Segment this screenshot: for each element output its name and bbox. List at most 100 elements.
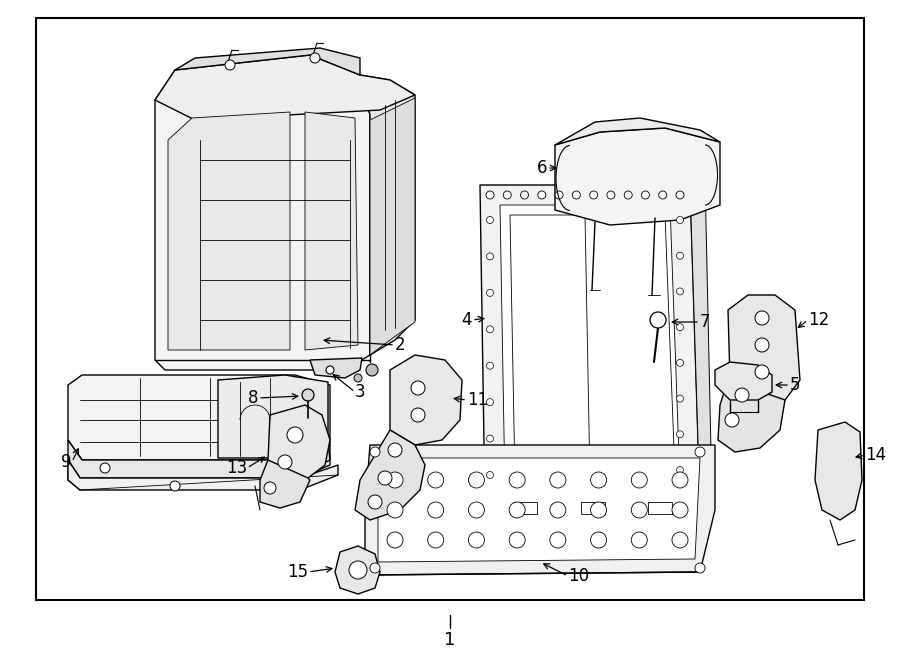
- Polygon shape: [365, 445, 715, 575]
- Circle shape: [590, 472, 607, 488]
- Polygon shape: [335, 546, 380, 594]
- Circle shape: [695, 563, 705, 573]
- Circle shape: [370, 563, 380, 573]
- Circle shape: [487, 435, 493, 442]
- Circle shape: [388, 443, 402, 457]
- Circle shape: [590, 191, 598, 199]
- Circle shape: [520, 191, 528, 199]
- Polygon shape: [310, 358, 362, 378]
- Polygon shape: [555, 128, 720, 225]
- Polygon shape: [68, 375, 330, 460]
- Polygon shape: [718, 380, 785, 452]
- Text: 12: 12: [808, 311, 829, 329]
- Polygon shape: [690, 177, 712, 505]
- Circle shape: [387, 532, 403, 548]
- Circle shape: [555, 191, 563, 199]
- Circle shape: [486, 191, 494, 199]
- Polygon shape: [68, 440, 330, 478]
- Text: 11: 11: [467, 391, 488, 409]
- Circle shape: [631, 532, 647, 548]
- Circle shape: [503, 191, 511, 199]
- Text: 10: 10: [568, 567, 590, 585]
- Circle shape: [468, 502, 484, 518]
- Circle shape: [538, 191, 545, 199]
- Circle shape: [509, 472, 525, 488]
- Circle shape: [672, 532, 688, 548]
- Bar: [580, 502, 605, 514]
- Polygon shape: [715, 362, 772, 400]
- Circle shape: [607, 191, 615, 199]
- Polygon shape: [360, 75, 415, 355]
- Circle shape: [428, 532, 444, 548]
- Circle shape: [487, 471, 493, 479]
- Polygon shape: [378, 458, 700, 562]
- Circle shape: [378, 471, 392, 485]
- Circle shape: [590, 502, 607, 518]
- Text: 9: 9: [61, 453, 72, 471]
- Circle shape: [370, 447, 380, 457]
- Circle shape: [631, 502, 647, 518]
- Circle shape: [677, 395, 683, 402]
- Circle shape: [590, 532, 607, 548]
- Circle shape: [428, 472, 444, 488]
- Circle shape: [487, 217, 493, 223]
- Circle shape: [366, 364, 378, 376]
- Text: 5: 5: [790, 376, 800, 394]
- Text: 6: 6: [536, 159, 547, 177]
- Circle shape: [387, 502, 403, 518]
- Circle shape: [572, 191, 580, 199]
- Circle shape: [354, 374, 362, 382]
- Circle shape: [755, 365, 769, 379]
- Polygon shape: [290, 442, 330, 477]
- Circle shape: [650, 312, 666, 328]
- Polygon shape: [355, 430, 425, 520]
- Circle shape: [487, 326, 493, 332]
- Polygon shape: [305, 112, 358, 350]
- Circle shape: [411, 408, 425, 422]
- Text: 13: 13: [226, 459, 247, 477]
- Circle shape: [676, 191, 684, 199]
- Circle shape: [695, 447, 705, 457]
- Polygon shape: [168, 112, 290, 350]
- Text: 8: 8: [248, 389, 258, 407]
- Circle shape: [225, 60, 235, 70]
- Circle shape: [677, 431, 683, 438]
- Polygon shape: [370, 98, 415, 355]
- Circle shape: [487, 290, 493, 296]
- Circle shape: [468, 472, 484, 488]
- Circle shape: [725, 413, 739, 427]
- Polygon shape: [218, 375, 328, 458]
- Circle shape: [487, 362, 493, 369]
- Bar: [36, 18, 864, 600]
- Circle shape: [642, 191, 650, 199]
- Circle shape: [264, 482, 276, 494]
- Text: 7: 7: [700, 313, 710, 331]
- Polygon shape: [555, 118, 720, 145]
- Bar: [513, 502, 537, 514]
- Text: 4: 4: [462, 311, 472, 329]
- Polygon shape: [390, 355, 462, 445]
- Circle shape: [677, 217, 683, 223]
- Polygon shape: [175, 48, 360, 75]
- Circle shape: [487, 253, 493, 260]
- Circle shape: [302, 389, 314, 401]
- Circle shape: [411, 381, 425, 395]
- Circle shape: [509, 532, 525, 548]
- Circle shape: [550, 502, 566, 518]
- Circle shape: [677, 467, 683, 473]
- Text: 3: 3: [355, 383, 365, 401]
- Circle shape: [735, 388, 749, 402]
- Circle shape: [368, 495, 382, 509]
- Circle shape: [659, 191, 667, 199]
- Text: 14: 14: [865, 446, 886, 464]
- Polygon shape: [68, 460, 338, 490]
- Circle shape: [487, 399, 493, 406]
- Polygon shape: [260, 460, 310, 508]
- Circle shape: [672, 502, 688, 518]
- Polygon shape: [68, 460, 80, 490]
- Circle shape: [677, 324, 683, 330]
- Circle shape: [550, 532, 566, 548]
- Text: 1: 1: [445, 631, 455, 649]
- Circle shape: [677, 288, 683, 295]
- Circle shape: [349, 561, 367, 579]
